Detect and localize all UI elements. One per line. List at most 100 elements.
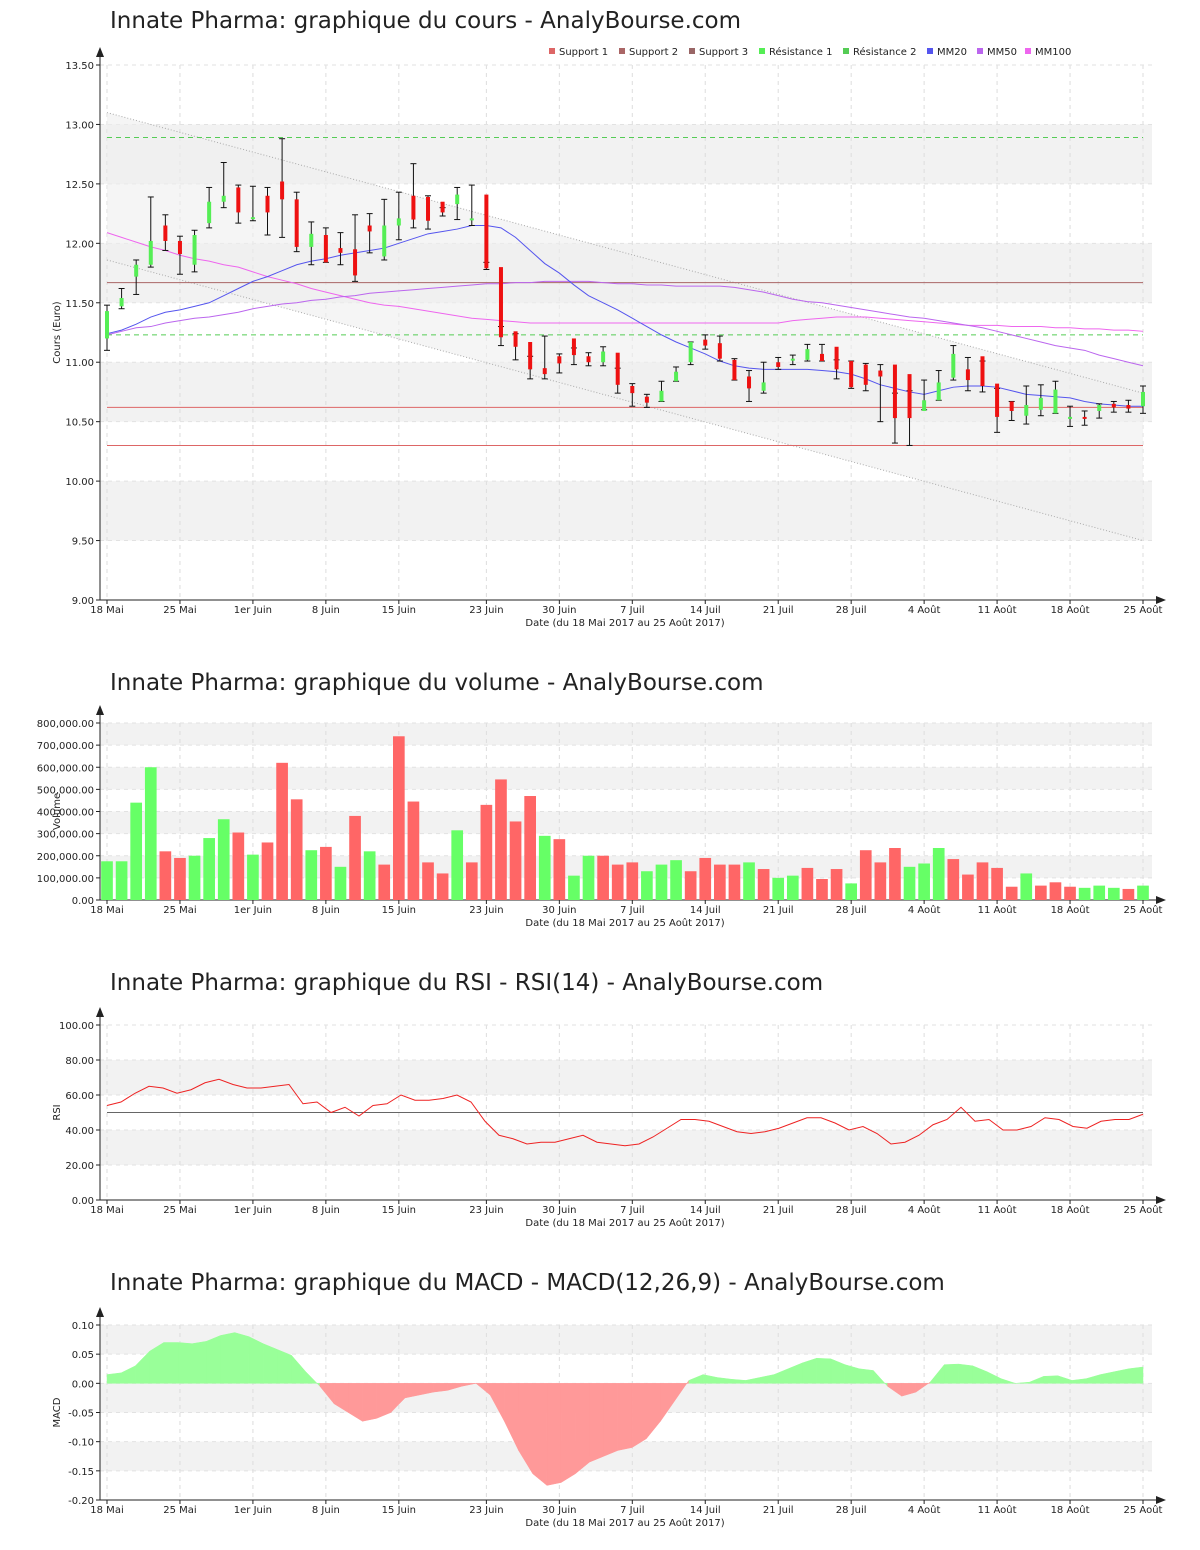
- x-tick-label: 18 Août: [1051, 904, 1090, 916]
- x-axis-arrow: [1156, 1496, 1166, 1504]
- x-tick-label: 14 Juil: [690, 605, 721, 616]
- candle: [410, 163, 417, 229]
- y-tick-label: -0.15: [68, 1467, 94, 1478]
- volume-bar: [144, 767, 157, 900]
- x-tick-label: 4 Août: [908, 904, 941, 916]
- x-tick-label: 15 Juin: [382, 1205, 416, 1216]
- macd-segment: [177, 1342, 193, 1384]
- legend-swatch: [1025, 48, 1031, 54]
- y-tick-label: 500,000.00: [37, 785, 94, 796]
- volume-bar: [801, 867, 814, 900]
- macd-segment: [461, 1383, 477, 1387]
- candle-body: [542, 368, 547, 375]
- rsi-chart: 0.00 20.00 40.00 60.00 80.00 100.00 18 Mai 25 M…: [52, 1007, 1166, 1229]
- volume-bar: [465, 862, 478, 900]
- volume-bar: [509, 821, 522, 900]
- volume-bar: [1020, 873, 1033, 900]
- volume-bar: [188, 855, 201, 900]
- candle-body: [207, 201, 212, 224]
- x-tick-label: 21 Juil: [763, 905, 794, 916]
- candle: [512, 331, 519, 361]
- x-tick-label: 21 Juil: [763, 1505, 794, 1516]
- x-tick-label: 23 Juin: [469, 605, 503, 616]
- y-tick-label: 0.10: [72, 1321, 94, 1332]
- candle-body: [440, 201, 445, 213]
- macd-segment: [1029, 1375, 1044, 1384]
- x-axis-label: Date (du 18 Mai 2017 au 25 Août 2017): [525, 917, 724, 929]
- x-tick-label: 1er Juin: [234, 905, 272, 916]
- candle-body: [236, 187, 241, 213]
- y-axis-label: MACD: [52, 1397, 63, 1427]
- candle: [964, 356, 971, 392]
- volume-bar: [1093, 885, 1106, 900]
- legend-swatch: [927, 48, 933, 54]
- legend-label: MM20: [937, 47, 967, 58]
- y-axis-arrow: [96, 1307, 104, 1317]
- macd-segment: [958, 1363, 973, 1384]
- candle: [877, 364, 884, 423]
- volume-bar: [918, 863, 930, 900]
- candle: [293, 191, 300, 253]
- x-tick-label: 30 Juin: [542, 605, 576, 616]
- volume-bar: [378, 864, 391, 900]
- candle-body: [1038, 397, 1043, 410]
- candle-body: [922, 400, 927, 411]
- volume-bar: [626, 862, 639, 900]
- candle-body: [148, 240, 153, 265]
- legend-swatch: [689, 48, 695, 54]
- rsi-line: [106, 1078, 1144, 1147]
- grid-band: [100, 1060, 1152, 1095]
- grid-band: [100, 811, 1152, 834]
- candle-body: [951, 353, 956, 378]
- y-tick-label: 0.05: [72, 1350, 94, 1361]
- macd-segment: [277, 1349, 292, 1384]
- legend-item: Support 3: [689, 47, 748, 58]
- x-tick-label: 11 Août: [978, 1204, 1017, 1216]
- x-tick-label: 4 Août: [908, 1504, 941, 1516]
- y-tick-label: 0.00: [72, 1196, 94, 1207]
- y-tick-label: 0.00: [72, 896, 94, 907]
- candle: [308, 221, 315, 266]
- x-tick-label: 18 Août: [1051, 1204, 1090, 1216]
- candle: [760, 361, 767, 394]
- candle: [483, 194, 490, 270]
- macd-segment: [972, 1365, 988, 1384]
- macd-segment: [1000, 1378, 1016, 1384]
- candle: [556, 353, 563, 374]
- candle: [104, 304, 110, 351]
- candle-body: [703, 339, 708, 346]
- candle-body: [338, 248, 343, 253]
- candle: [950, 345, 957, 381]
- candle-body: [469, 218, 474, 221]
- candle-body: [396, 218, 401, 226]
- y-tick-label: 60.00: [65, 1091, 94, 1102]
- candle-body: [484, 194, 489, 269]
- volume-bar: [947, 859, 960, 900]
- macd-segment: [575, 1383, 590, 1475]
- volume-bar: [553, 839, 566, 900]
- x-tick-label: 14 Juil: [690, 905, 721, 916]
- x-tick-label: 4 Août: [908, 604, 941, 616]
- macd-segment: [106, 1372, 122, 1384]
- volume-bar: [349, 815, 361, 900]
- candle: [658, 380, 665, 402]
- candle-body: [586, 356, 591, 363]
- candle: [454, 186, 461, 221]
- candle-body: [630, 386, 635, 394]
- x-tick-label: 18 Mai: [90, 1505, 123, 1516]
- candle-body: [323, 235, 328, 263]
- x-tick-label: 23 Juin: [469, 1505, 503, 1516]
- macd-chart: -0.20 -0.15 -0.10 -0.05 0.00 0.05 0.10 18 Mai 25…: [52, 1307, 1166, 1529]
- volume-bar: [334, 866, 347, 900]
- candle: [191, 229, 198, 273]
- volume-bar: [903, 866, 916, 900]
- candle-body: [1082, 416, 1087, 419]
- candle: [614, 352, 621, 394]
- candle-body: [644, 396, 649, 403]
- y-axis-label: Cours (Euro): [52, 301, 63, 364]
- volume-bar: [699, 857, 712, 900]
- x-tick-label: 30 Juin: [542, 1505, 576, 1516]
- macd-segment: [262, 1343, 278, 1384]
- candle: [643, 393, 650, 408]
- x-axis-label: Date (du 18 Mai 2017 au 25 Août 2017): [525, 1217, 724, 1229]
